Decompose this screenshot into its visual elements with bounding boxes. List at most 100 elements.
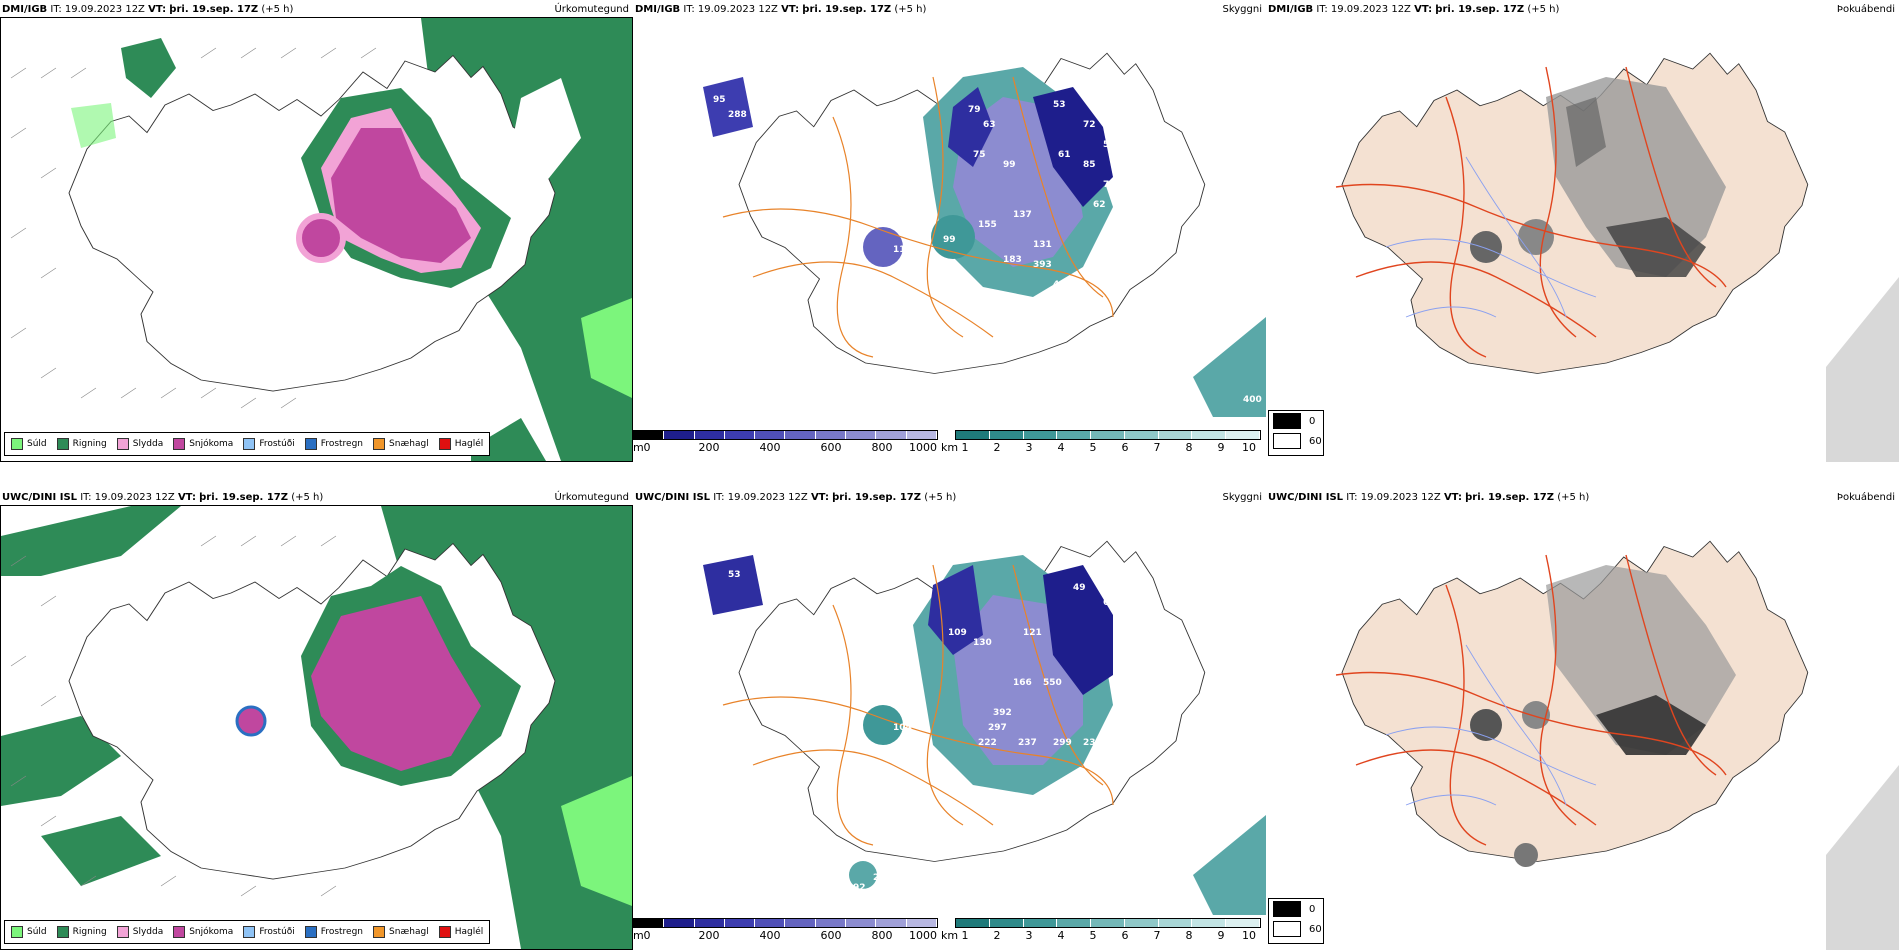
tick-label: 3 <box>1025 441 1033 454</box>
svg-text:53: 53 <box>1053 100 1066 110</box>
panel-header: UWC/DINI ISL IT: 19.09.2023 12Z VT: þri.… <box>635 492 957 503</box>
visibility-colorbar <box>955 430 1261 440</box>
svg-text:288: 288 <box>728 110 747 120</box>
tick-label: 2 <box>993 929 1001 942</box>
panel-header: UWC/DINI ISL IT: 19.09.2023 12Z VT: þri.… <box>1268 492 1590 503</box>
tick-label: 10 <box>1242 929 1256 942</box>
svg-text:61: 61 <box>1058 150 1071 160</box>
tick-label: 9 <box>1217 929 1225 942</box>
legend-item: Snæhagl <box>373 438 429 450</box>
svg-text:127: 127 <box>1033 798 1052 808</box>
tick-label: 7 <box>1153 441 1161 454</box>
svg-text:99: 99 <box>943 235 956 245</box>
legend-item: Snjókoma <box>173 438 233 450</box>
visibility-map: 53 49 104 68 55 109 130 121 550 166 392 … <box>633 505 1266 950</box>
panel-variable-title: Þokuábendi <box>1836 4 1895 15</box>
legend-item: Slydda <box>116 438 163 450</box>
panel-variable-title: Þokuábendi <box>1836 492 1895 503</box>
scale-unit: m <box>633 441 644 454</box>
precip-map <box>0 17 633 462</box>
panel-header: DMI/IGB IT: 19.09.2023 12Z VT: þri. 19.s… <box>635 4 927 15</box>
svg-text:104: 104 <box>893 723 912 733</box>
panel-visibility-dmi: DMI/IGB IT: 19.09.2023 12Z VT: þri. 19.s… <box>633 0 1266 462</box>
svg-text:68: 68 <box>1103 598 1116 608</box>
svg-text:550: 550 <box>1043 678 1062 688</box>
svg-text:392: 392 <box>993 708 1012 718</box>
tick-label: 8 <box>1185 929 1193 942</box>
panel-variable-title: Úrkomutegund <box>554 4 629 15</box>
svg-text:407: 407 <box>1053 280 1072 290</box>
panel-variable-title: Skyggni <box>1222 4 1262 15</box>
svg-text:234: 234 <box>873 873 892 883</box>
svg-text:53: 53 <box>728 570 741 580</box>
svg-text:183: 183 <box>1003 255 1022 265</box>
visibility-scale: km 1 2 3 4 5 6 7 8 9 10 <box>941 430 1261 460</box>
svg-text:63: 63 <box>983 120 996 130</box>
tick-label: 1000 <box>909 441 937 454</box>
panel-precip-type-dmi: DMI/IGB IT: 19.09.2023 12Z VT: þri. 19.s… <box>0 0 633 462</box>
panel-fog-dmi: DMI/IGB IT: 19.09.2023 12Z VT: þri. 19.s… <box>1266 0 1899 462</box>
tick-label: 200 <box>698 929 720 942</box>
svg-text:192: 192 <box>1028 300 1047 310</box>
svg-text:121: 121 <box>1023 628 1042 638</box>
height-scale: m 0 200 400 600 800 1000 <box>633 918 938 948</box>
legend-item: Frostúði <box>243 438 295 450</box>
tick-label: 0 <box>643 441 651 454</box>
tick-label: 8 <box>1185 441 1193 454</box>
svg-text:85: 85 <box>1083 160 1096 170</box>
precip-legend: Súld Rigning Slydda Snjókoma Frostúði Fr… <box>4 920 491 944</box>
svg-text:52: 52 <box>1148 643 1161 653</box>
tick-label: 4 <box>1057 929 1065 942</box>
tick-label: 2 <box>993 441 1001 454</box>
legend-item: Haglél <box>438 438 483 450</box>
svg-text:400: 400 <box>1243 395 1262 405</box>
height-colorbar <box>633 918 938 928</box>
svg-text:222: 222 <box>978 738 997 748</box>
tick-label: 10 <box>1242 441 1256 454</box>
panel-fog-uwc: UWC/DINI ISL IT: 19.09.2023 12Z VT: þri.… <box>1266 488 1899 950</box>
visibility-map: 95 288 79 63 53 72 75 99 61 85 155 99 13… <box>633 17 1266 462</box>
tick-label: 200 <box>698 441 720 454</box>
svg-text:75: 75 <box>973 150 986 160</box>
height-scale: m 0 200 400 600 800 1000 <box>633 430 938 460</box>
svg-text:70: 70 <box>1103 180 1116 190</box>
svg-text:92: 92 <box>853 883 866 893</box>
panel-header: DMI/IGB IT: 19.09.2023 12Z VT: þri. 19.s… <box>2 4 294 15</box>
svg-text:393: 393 <box>1033 260 1052 270</box>
svg-text:54: 54 <box>1103 140 1116 150</box>
svg-text:49: 49 <box>1073 583 1086 593</box>
legend-item: Frostúði <box>243 926 295 938</box>
legend-item: Snæhagl <box>373 926 429 938</box>
fog-map <box>1266 505 1899 950</box>
svg-text:109: 109 <box>948 628 967 638</box>
svg-text:51: 51 <box>1143 658 1156 668</box>
panel-precip-type-uwc: UWC/DINI ISL IT: 19.09.2023 12Z VT: þri.… <box>0 488 633 950</box>
fog-legend: 0 60 <box>1268 898 1324 944</box>
legend-label: 0 <box>1309 903 1316 915</box>
tick-label: 600 <box>820 929 842 942</box>
svg-text:166: 166 <box>1013 678 1032 688</box>
legend-item: Súld <box>11 438 47 450</box>
svg-text:62: 62 <box>1093 200 1106 210</box>
tick-label: 4 <box>1057 441 1065 454</box>
tick-label: 5 <box>1089 441 1097 454</box>
legend-item: Frostregn <box>304 438 363 450</box>
panel-header: DMI/IGB IT: 19.09.2023 12Z VT: þri. 19.s… <box>1268 4 1560 15</box>
legend-label: 0 <box>1309 415 1316 427</box>
tick-label: 6 <box>1121 929 1129 942</box>
svg-text:155: 155 <box>978 220 997 230</box>
legend-item: Snjókoma <box>173 926 233 938</box>
svg-text:131: 131 <box>1033 240 1052 250</box>
legend-label: 60 <box>1309 923 1322 935</box>
tick-label: 1 <box>961 441 969 454</box>
scale-unit: km <box>941 929 959 942</box>
tick-label: 400 <box>759 929 781 942</box>
tick-label: 0 <box>643 929 651 942</box>
svg-text:55: 55 <box>1123 608 1136 618</box>
svg-text:100: 100 <box>1123 708 1142 718</box>
svg-text:299: 299 <box>1053 738 1072 748</box>
svg-text:86: 86 <box>1143 185 1156 195</box>
tick-label: 800 <box>871 441 893 454</box>
svg-text:67: 67 <box>1113 678 1126 688</box>
fog-legend: 0 60 <box>1268 410 1324 456</box>
